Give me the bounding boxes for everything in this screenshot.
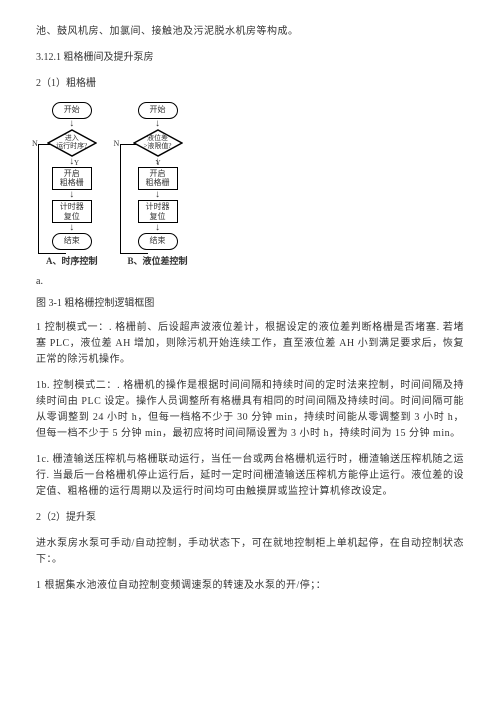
section-heading-3: 2（2）提升泵: [36, 510, 464, 526]
arrow-icon: ↓: [155, 121, 160, 127]
arrow-icon: ↓: [69, 192, 74, 198]
section-heading-1: 3.12.1 粗格栅间及提升泵房: [36, 50, 464, 66]
arrow-icon: ↓: [69, 225, 74, 231]
flowchart-a: N 开始 ↓ 进入 运行时序? Y ↓ 开启 粗格栅 ↓ 计时器 复位 ↓ 结束…: [46, 102, 98, 268]
paragraph-1: 1 控制模式一：. 格栅前、后设超声波液位差计，根据设定的液位差判断格栅是否堵塞…: [36, 320, 464, 368]
fc-b-start: 开始: [138, 102, 178, 119]
section-heading-2: 2（1）粗格栅: [36, 76, 464, 92]
fc-b-diamond: 液位差 >液限值?: [133, 129, 183, 157]
paragraph-3: 1c. 栅渣输送压榨机与格栅联动运行，当任一台或两台格栅机运行时，栅渣输送压榨机…: [36, 452, 464, 500]
marker-a: a.: [36, 274, 464, 290]
paragraph-2: 1b. 控制模式二：. 格栅机的操作是根据时间间隔和持续时间的定时法来控制，时间…: [36, 378, 464, 442]
arrow-icon: ↓: [155, 192, 160, 198]
label-n-b: N: [114, 138, 120, 151]
paragraph-5: 1 根据集水池液位自动控制变频调速泵的转速及水泵的开/停；：: [36, 578, 464, 594]
paragraph-4: 进水泵房水泵可手动/自动控制，手动状态下，可在就地控制柜上单机起停，在自动控制状…: [36, 536, 464, 568]
flowchart-diagram: N 开始 ↓ 进入 运行时序? Y ↓ 开启 粗格栅 ↓ 计时器 复位 ↓ 结束…: [46, 102, 464, 268]
label-y-a: Y: [74, 158, 79, 169]
flowchart-b: N 开始 ↓ 液位差 >液限值? Y ↓ 开启 粗格栅 ↓ 计时器 复位 ↓ 结…: [128, 102, 188, 268]
fc-b-label: B、液位差控制: [128, 254, 188, 268]
fc-a-label: A、时序控制: [46, 254, 98, 268]
fc-a-start: 开始: [52, 102, 92, 119]
figure-caption: 图 3-1 粗格栅控制逻辑框图: [36, 296, 464, 312]
arrow-icon: ↓: [69, 121, 74, 127]
label-y-b: Y: [156, 158, 161, 169]
arrow-icon: ↓: [155, 225, 160, 231]
intro-text: 池、鼓风机房、加氯间、接触池及污泥脱水机房等构成。: [36, 24, 464, 40]
label-n-a: N: [32, 138, 38, 151]
fc-a-diamond: 进入 运行时序?: [47, 129, 97, 157]
